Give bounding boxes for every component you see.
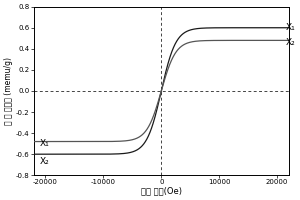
X-axis label: 磁场 强度(Oe): 磁场 强度(Oe) xyxy=(141,187,182,196)
Text: X₂: X₂ xyxy=(40,157,50,166)
Text: X₂: X₂ xyxy=(286,38,296,47)
Y-axis label: 饱 和 磁强度 (memu/g): 饱 和 磁强度 (memu/g) xyxy=(4,57,13,125)
Text: X₁: X₁ xyxy=(286,23,296,32)
Text: X₁: X₁ xyxy=(40,139,50,148)
